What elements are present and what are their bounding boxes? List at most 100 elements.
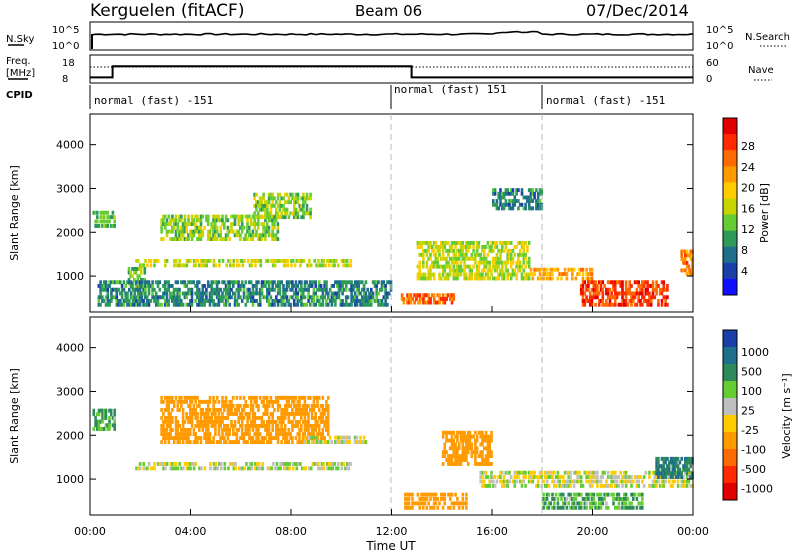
- power-cell-5: [167, 280, 170, 285]
- power-cell-7: [479, 252, 482, 257]
- power-cell-7: [483, 264, 486, 269]
- power-cell-8: [501, 206, 504, 211]
- velocity-cell-2: [271, 420, 274, 424]
- velocity-cell-2: [203, 416, 206, 420]
- power-cell-10: [601, 299, 605, 303]
- velocity-cell-2: [276, 432, 280, 436]
- power-cell-5: [334, 291, 337, 296]
- power-cell-7: [481, 256, 484, 261]
- velocity-cell-6: [642, 475, 646, 479]
- velocity-cell-2: [226, 428, 230, 432]
- velocity-cell-2: [255, 404, 258, 408]
- power-cell-5: [255, 284, 258, 288]
- power-cell-5: [368, 299, 371, 303]
- velocity-cell-2: [239, 436, 242, 440]
- power-cell-3: [190, 218, 194, 223]
- power-cell-10: [619, 302, 622, 307]
- power-cell-5: [178, 287, 181, 292]
- power-cell-10: [614, 291, 617, 296]
- power-cell-3: [199, 225, 203, 230]
- power-cell-6: [452, 297, 456, 301]
- power-cell-7: [432, 272, 436, 277]
- power-cell-3: [201, 229, 205, 234]
- power-cell-5: [122, 280, 126, 285]
- power-cell-9: [562, 272, 565, 276]
- velocity-cell-6: [567, 479, 570, 484]
- velocity-cell-5: [486, 442, 490, 447]
- power-cell-7: [526, 272, 529, 277]
- velocity-cell-2: [190, 399, 194, 404]
- power-cell-5: [113, 295, 117, 300]
- velocity-cell-7: [553, 497, 556, 501]
- power-cell-5: [359, 291, 362, 296]
- velocity-cell-7: [588, 505, 592, 510]
- power-cell-5: [305, 280, 309, 285]
- velocity-cell-2: [232, 412, 235, 416]
- power-cell-4: [260, 196, 264, 201]
- velocity-cell-2: [192, 404, 196, 408]
- power-cell-5: [142, 302, 145, 307]
- velocity-cell-5: [461, 454, 465, 459]
- velocity-cell-7: [553, 505, 556, 510]
- power-cell-7: [520, 264, 524, 269]
- velocity-cell-2: [319, 432, 323, 436]
- power-cell-7: [418, 252, 421, 257]
- power-cell-7: [466, 245, 470, 249]
- power-cell-4: [294, 207, 298, 212]
- velocity-cell-6: [648, 470, 651, 475]
- power-cell-5: [154, 302, 158, 307]
- power-cell-11: [687, 253, 691, 258]
- power-cell-4: [302, 207, 305, 212]
- power-cell-9: [529, 267, 533, 272]
- velocity-cell-4: [465, 497, 468, 501]
- power-cell-0: [106, 219, 109, 224]
- velocity-cell-2: [237, 428, 240, 432]
- velocity-cell-5: [466, 434, 470, 439]
- power-cell-7: [492, 264, 495, 269]
- power-cell-5: [285, 299, 289, 303]
- power-cell-5: [384, 302, 387, 307]
- power-cell-8: [495, 202, 499, 207]
- velocity-cell-2: [271, 436, 274, 440]
- power-cell-7: [438, 272, 441, 277]
- velocity-cell-2: [190, 420, 194, 424]
- velocity-cell-1: [203, 466, 207, 471]
- power-cell-7: [472, 248, 475, 253]
- velocity-cell-7: [545, 492, 549, 497]
- velocity-cell-0: [92, 412, 96, 417]
- power-cell-7: [470, 252, 474, 257]
- velocity-cell-5: [454, 462, 457, 466]
- power-cell-10: [617, 302, 621, 307]
- velocity-cell-4: [447, 492, 450, 497]
- power-cell-7: [429, 268, 432, 273]
- velocity-cell-2: [312, 416, 316, 420]
- velocity-cell-8: [689, 464, 692, 469]
- power-cell-7: [522, 276, 526, 281]
- velocity-cell-6: [515, 479, 518, 484]
- power-cell-2: [149, 259, 153, 263]
- velocity-cell-1: [317, 462, 320, 466]
- power-cell-5: [235, 287, 239, 292]
- power-cell-5: [102, 284, 106, 288]
- power-cell-3: [249, 218, 253, 223]
- velocity-cell-2: [221, 420, 224, 424]
- velocity-cell-5: [466, 442, 470, 447]
- velocity-cell-5: [448, 454, 452, 459]
- power-cell-5: [217, 280, 221, 285]
- power-cell-9: [544, 272, 547, 276]
- cpid-segment-3: normal (fast) -151: [546, 94, 665, 107]
- power-cell-4: [285, 192, 289, 197]
- velocity-cell-2: [160, 432, 163, 436]
- power-cell-0: [96, 215, 99, 220]
- velocity-cell-8: [680, 475, 683, 479]
- velocity-cell-5: [465, 454, 468, 459]
- velocity-cell-7: [641, 497, 644, 501]
- velocity-cell-0: [94, 423, 97, 428]
- velocity-cell-2: [317, 424, 321, 428]
- power-cell-10: [637, 291, 640, 296]
- power-cell-0: [102, 219, 106, 224]
- velocity-cell-7: [562, 501, 565, 506]
- velocity-cell-6: [531, 479, 535, 484]
- velocity-cell-2: [199, 420, 203, 424]
- velocity-cell-5: [466, 446, 470, 451]
